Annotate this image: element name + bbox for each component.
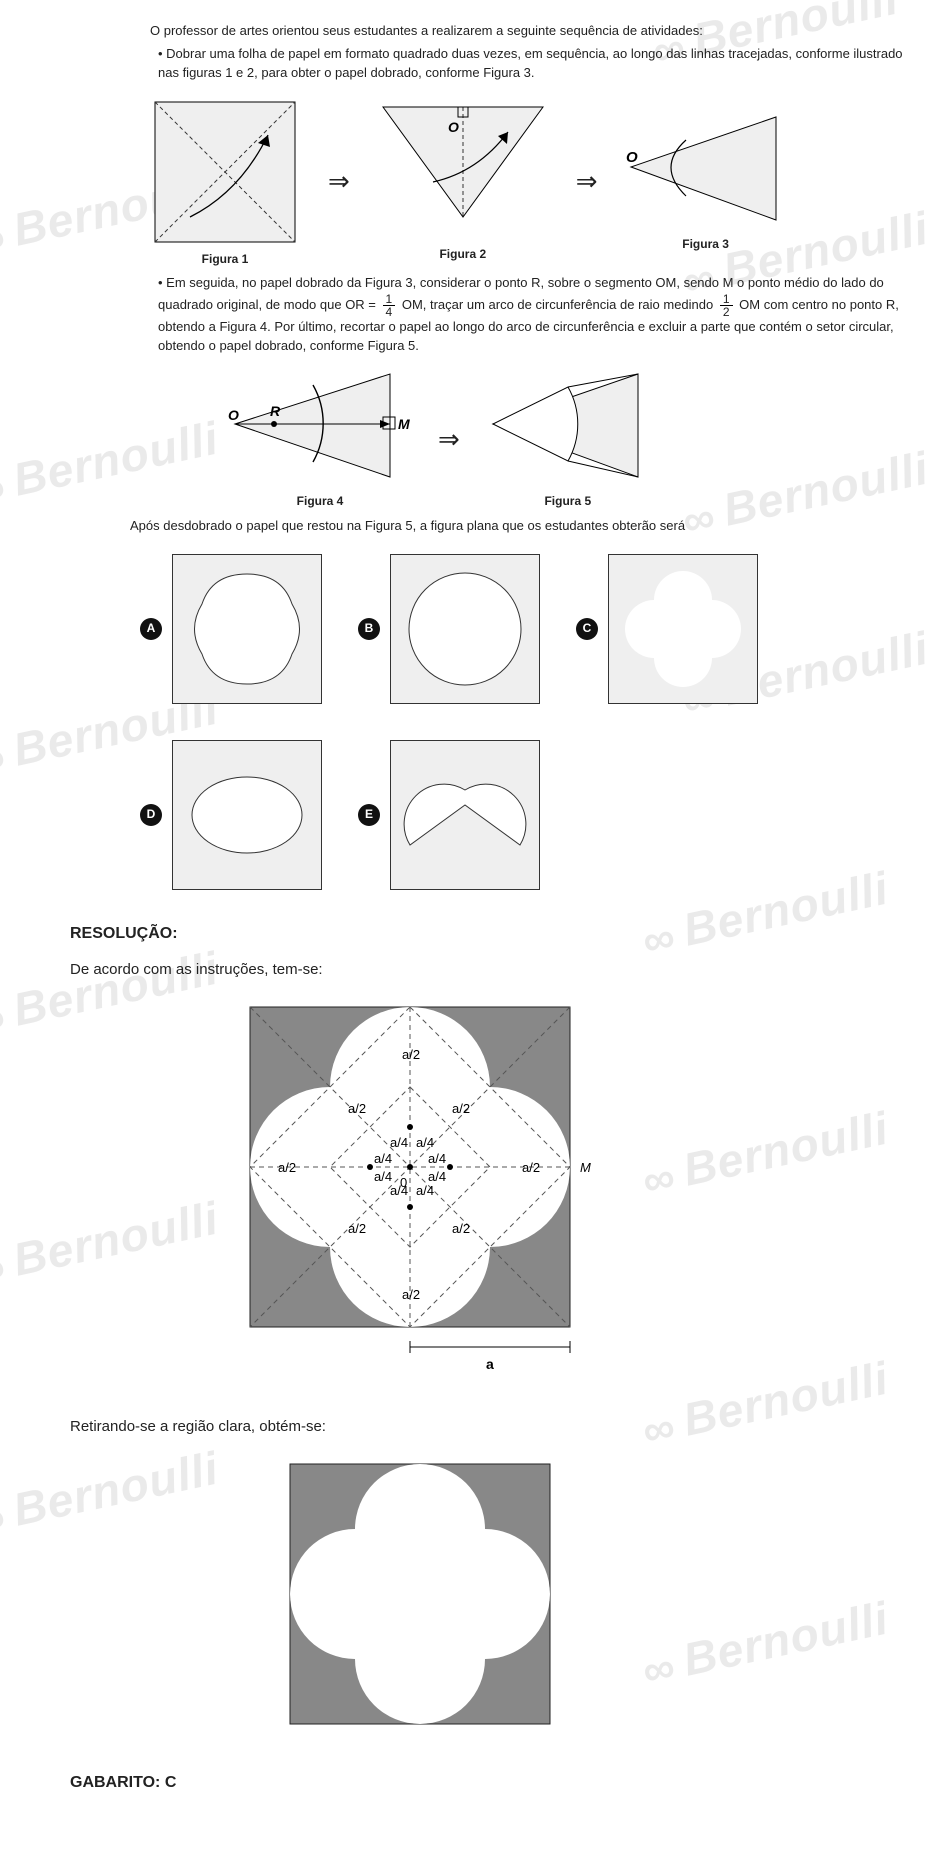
options-row: A B C D E (140, 554, 914, 890)
fraction-1-2: 12 (720, 293, 733, 318)
svg-text:a/2: a/2 (452, 1101, 470, 1116)
option-c[interactable]: C (576, 554, 758, 704)
resolucao-title: RESOLUÇÃO: (70, 922, 914, 945)
figure-1-caption: Figura 1 (202, 251, 249, 268)
option-e-figure (390, 740, 540, 890)
svg-text:a/4: a/4 (390, 1183, 408, 1198)
arrow-icon: ⇒ (576, 163, 598, 201)
resolucao-line-2: Retirando-se a região clara, obtém-se: (70, 1416, 914, 1438)
svg-text:a/2: a/2 (402, 1287, 420, 1302)
resolution-diagram-2 (280, 1454, 914, 1739)
option-e[interactable]: E (358, 740, 540, 890)
svg-text:a/2: a/2 (402, 1047, 420, 1062)
intro-text: O professor de artes orientou seus estud… (150, 22, 910, 41)
svg-text:a/4: a/4 (416, 1135, 434, 1150)
figure-3-caption: Figura 3 (682, 236, 729, 253)
svg-text:a/4: a/4 (374, 1151, 392, 1166)
after-text: Após desdobrado o papel que restou na Fi… (130, 517, 890, 536)
figure-4-caption: Figura 4 (297, 493, 344, 510)
figure-4: O R M Figura 4 (230, 369, 410, 510)
option-a-figure (172, 554, 322, 704)
svg-text:a/2: a/2 (348, 1101, 366, 1116)
figure-5-caption: Figura 5 (544, 493, 591, 510)
svg-text:a/2: a/2 (522, 1160, 540, 1175)
option-e-label: E (358, 804, 380, 826)
svg-text:a/2: a/2 (278, 1160, 296, 1175)
bullet-2: • Em seguida, no papel dobrado da Figura… (158, 274, 908, 356)
figure-2: O Figura 2 (378, 102, 548, 263)
svg-text:O: O (626, 149, 638, 166)
svg-text:O: O (228, 407, 239, 423)
option-a-label: A (140, 618, 162, 640)
figure-row-1: Figura 1 ⇒ O Figura 2 ⇒ O Figura 3 (150, 97, 914, 268)
gabarito: GABARITO: C (70, 1771, 914, 1794)
svg-text:a/2: a/2 (348, 1221, 366, 1236)
figure-3: O Figura 3 (626, 112, 786, 253)
svg-text:a/4: a/4 (416, 1183, 434, 1198)
option-a[interactable]: A (140, 554, 322, 704)
svg-text:M: M (398, 416, 410, 432)
option-d[interactable]: D (140, 740, 322, 890)
svg-text:a/4: a/4 (374, 1169, 392, 1184)
arrow-icon: ⇒ (438, 421, 460, 459)
svg-text:M: M (580, 1160, 591, 1175)
option-b-figure (390, 554, 540, 704)
svg-text:a: a (486, 1356, 494, 1372)
option-d-figure (172, 740, 322, 890)
figure-2-caption: Figura 2 (439, 246, 486, 263)
resolucao-line-1: De acordo com as instruções, tem-se: (70, 959, 914, 981)
figure-5: Figura 5 (488, 369, 648, 510)
svg-text:a/2: a/2 (452, 1221, 470, 1236)
fraction-1-4: 14 (383, 293, 396, 318)
bullet-1: • Dobrar uma folha de papel em formato q… (158, 45, 908, 83)
svg-text:a/4: a/4 (428, 1169, 446, 1184)
figure-row-2: O R M Figura 4 ⇒ Figura 5 (230, 369, 914, 510)
svg-text:R: R (270, 403, 281, 419)
resolution-diagram-1: 0 M a/2a/2 a/2a/2 a/2a/2 a/2a/2 a/4a/4 a… (240, 997, 914, 1392)
option-c-label: C (576, 618, 598, 640)
option-b[interactable]: B (358, 554, 540, 704)
svg-text:a/4: a/4 (390, 1135, 408, 1150)
option-b-label: B (358, 618, 380, 640)
option-c-figure (608, 554, 758, 704)
option-d-label: D (140, 804, 162, 826)
arrow-icon: ⇒ (328, 163, 350, 201)
svg-text:O: O (448, 119, 459, 135)
bullet-2b: OM, traçar um arco de circunferência de … (402, 297, 717, 312)
figure-1: Figura 1 (150, 97, 300, 268)
svg-text:a/4: a/4 (428, 1151, 446, 1166)
